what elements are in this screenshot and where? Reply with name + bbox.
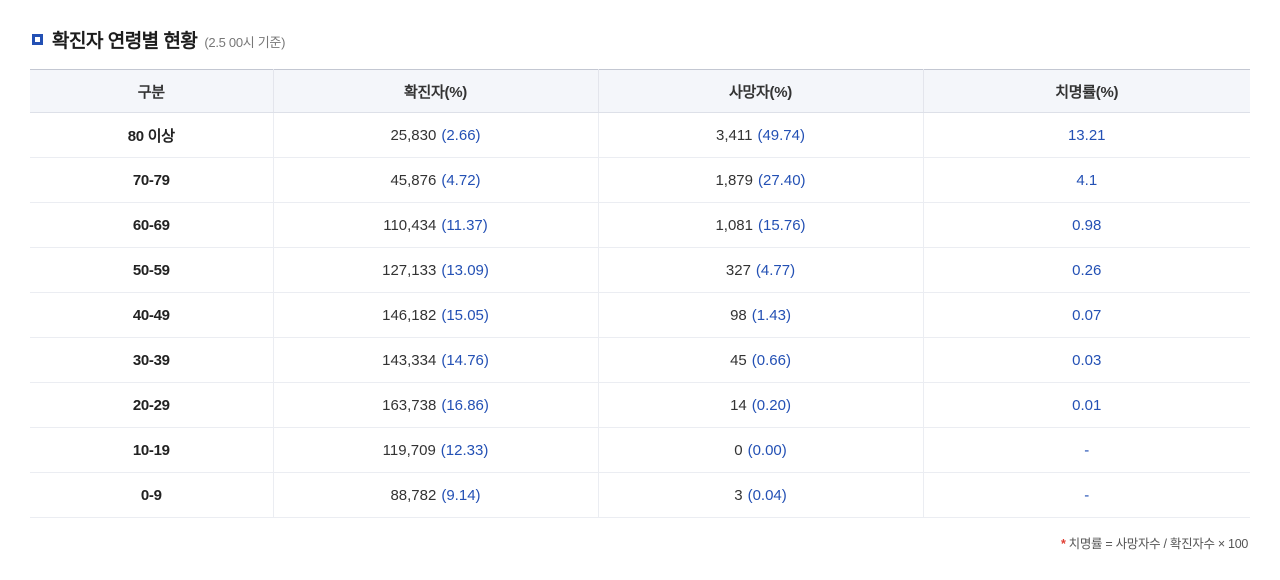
col-header-fatality: 치명률(%) [923,69,1250,113]
age-stats-table: 구분 확진자(%) 사망자(%) 치명률(%) 80 이상 25,830 (2.6… [30,69,1250,518]
fatality-cell: 13.21 [923,112,1250,158]
table-row: 10-19 119,709 (12.33) 0 (0.00) - [30,427,1250,473]
page: 확진자 연령별 현황 (2.5 00시 기준) 구분 확진자(%) 사망자(%)… [30,26,1250,552]
table-row: 30-39 143,334 (14.76) 45 (0.66) 0.03 [30,337,1250,383]
age-group-cell: 20-29 [30,382,274,428]
square-bullet-icon [32,34,43,45]
confirmed-cell: 88,782 (9.14) [273,472,599,518]
age-group-cell: 50-59 [30,247,274,293]
table-row: 20-29 163,738 (16.86) 14 (0.20) 0.01 [30,382,1250,428]
deaths-cell: 98 (1.43) [598,292,924,338]
age-group-cell: 10-19 [30,427,274,473]
confirmed-cell: 45,876 (4.72) [273,157,599,203]
table-body: 80 이상 25,830 (2.66) 3,411 (49.74) 13.21 70… [30,112,1250,518]
table-row: 70-79 45,876 (4.72) 1,879 (27.40) 4.1 [30,157,1250,203]
col-header-deaths: 사망자(%) [598,69,924,113]
footnote-text: 치명률 = 사망자수 / 확진자수 × 100 [1068,537,1249,551]
fatality-cell: 0.07 [923,292,1250,338]
table-row: 0-9 88,782 (9.14) 3 (0.04) - [30,472,1250,518]
deaths-cell: 1,879 (27.40) [598,157,924,203]
table-row: 80 이상 25,830 (2.66) 3,411 (49.74) 13.21 [30,112,1250,158]
table-row: 60-69 110,434 (11.37) 1,081 (15.76) 0.98 [30,202,1250,248]
deaths-cell: 45 (0.66) [598,337,924,383]
table-header-row: 구분 확진자(%) 사망자(%) 치명률(%) [30,69,1250,113]
confirmed-cell: 25,830 (2.66) [273,112,599,158]
age-group-cell: 60-69 [30,202,274,248]
table-row: 40-49 146,182 (15.05) 98 (1.43) 0.07 [30,292,1250,338]
deaths-cell: 3,411 (49.74) [598,112,924,158]
deaths-cell: 327 (4.77) [598,247,924,293]
section-header: 확진자 연령별 현황 (2.5 00시 기준) [32,26,1250,53]
table-row: 50-59 127,133 (13.09) 327 (4.77) 0.26 [30,247,1250,293]
footnote-asterisk: * [1061,537,1066,551]
deaths-cell: 14 (0.20) [598,382,924,428]
section-title: 확진자 연령별 현황 [52,31,198,52]
age-group-cell: 0-9 [30,472,274,518]
deaths-cell: 1,081 (15.76) [598,202,924,248]
fatality-cell: 4.1 [923,157,1250,203]
fatality-cell: - [923,472,1250,518]
fatality-cell: 0.98 [923,202,1250,248]
fatality-cell: - [923,427,1250,473]
confirmed-cell: 143,334 (14.76) [273,337,599,383]
confirmed-cell: 110,434 (11.37) [273,202,599,248]
age-group-cell: 30-39 [30,337,274,383]
age-group-cell: 70-79 [30,157,274,203]
col-header-confirmed: 확진자(%) [273,69,599,113]
fatality-cell: 0.26 [923,247,1250,293]
section-subtitle: (2.5 00시 기준) [204,34,286,50]
confirmed-cell: 146,182 (15.05) [273,292,599,338]
col-header-group: 구분 [30,69,274,113]
confirmed-cell: 163,738 (16.86) [273,382,599,428]
confirmed-cell: 127,133 (13.09) [273,247,599,293]
fatality-cell: 0.03 [923,337,1250,383]
deaths-cell: 0 (0.00) [598,427,924,473]
footnote: * 치명률 = 사망자수 / 확진자수 × 100 [30,518,1250,552]
age-group-cell: 40-49 [30,292,274,338]
confirmed-cell: 119,709 (12.33) [273,427,599,473]
age-group-cell: 80 이상 [30,112,274,158]
fatality-cell: 0.01 [923,382,1250,428]
deaths-cell: 3 (0.04) [598,472,924,518]
